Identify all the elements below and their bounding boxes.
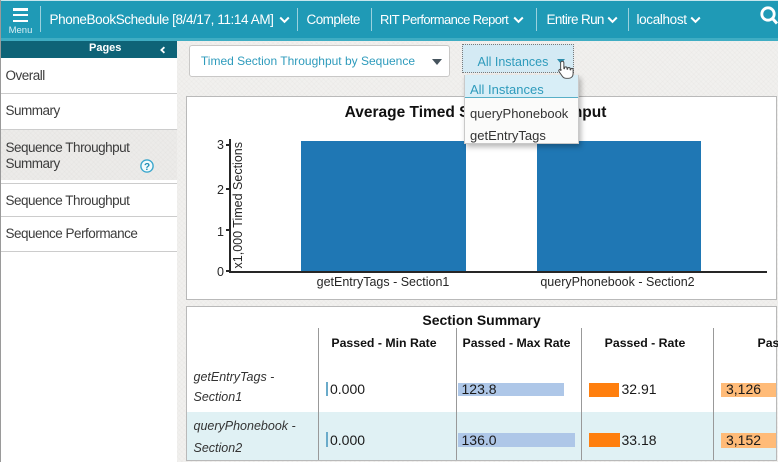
svg-text:?: ? bbox=[143, 162, 149, 173]
